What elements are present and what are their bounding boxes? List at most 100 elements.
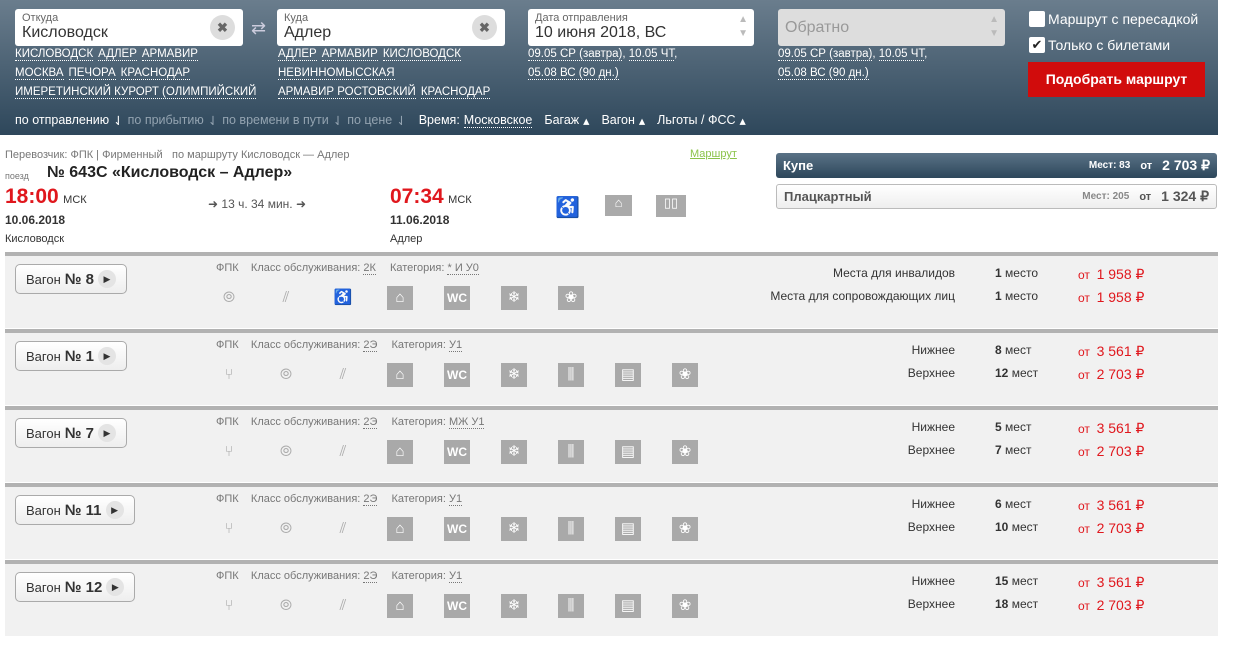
wagon-button[interactable]: Вагон № 7 ▶ bbox=[15, 418, 128, 448]
seat-price[interactable]: от 2 703 ₽ bbox=[1078, 366, 1144, 383]
quick-link[interactable]: НЕВИННОМЫССКАЯ bbox=[278, 67, 395, 80]
seat-row: Верхнее bbox=[655, 366, 955, 382]
service-class[interactable]: 2Э bbox=[363, 416, 378, 429]
from-input[interactable]: Кисловодск bbox=[22, 24, 108, 41]
quick-date[interactable]: 09.05 СР (завтра) bbox=[778, 48, 873, 61]
quick-link[interactable]: АДЛЕР bbox=[278, 48, 317, 61]
route-link[interactable]: Маршрут bbox=[690, 148, 737, 160]
quick-link[interactable]: АРМАВИР bbox=[141, 48, 198, 61]
price-value: 1 958 ₽ bbox=[1096, 289, 1145, 305]
time-zone-select[interactable]: Московское bbox=[463, 113, 533, 128]
wagon-button[interactable]: Вагон № 12 ▶ bbox=[15, 572, 136, 602]
wifi-icon: ⫽ bbox=[339, 597, 347, 614]
quick-link[interactable]: МОСКВА bbox=[15, 67, 64, 80]
from-field[interactable]: Откуда Кисловодск ✖ bbox=[15, 9, 243, 46]
sort-by-departure[interactable]: по отправлению bbox=[15, 113, 110, 127]
class-label: Класс обслуживания: bbox=[250, 339, 361, 351]
seat-price[interactable]: от 1 958 ₽ bbox=[1078, 289, 1144, 306]
sort-by-price[interactable]: по цене bbox=[347, 113, 393, 127]
seat-price[interactable]: от 3 561 ₽ bbox=[1078, 497, 1144, 514]
seat-count: 15 мест bbox=[995, 574, 1038, 588]
price-value: 2 703 ₽ bbox=[1096, 443, 1145, 459]
transfer-label: Маршрут с пересадкой bbox=[1048, 11, 1199, 27]
swap-icon[interactable]: ⇄ bbox=[251, 18, 267, 38]
date-spinner-icon[interactable]: ▲ ▼ bbox=[738, 14, 748, 39]
price-from: от bbox=[1078, 268, 1090, 282]
quick-link[interactable]: АРМАВИР РОСТОВСКИЙ bbox=[278, 86, 416, 99]
service-class[interactable]: 2Э bbox=[363, 339, 378, 352]
category[interactable]: У1 bbox=[448, 570, 463, 583]
price-from: от bbox=[1078, 422, 1090, 436]
sort-by-arrival[interactable]: по прибытию bbox=[127, 113, 204, 127]
wagon-button[interactable]: Вагон № 11 ▶ bbox=[15, 495, 135, 525]
quick-date[interactable]: 05.08 ВС (90 дн.) bbox=[528, 67, 619, 80]
wagon-label: Вагон bbox=[26, 502, 61, 518]
baggage-filter[interactable]: Багаж bbox=[544, 113, 580, 127]
wagon-button[interactable]: Вагон № 8 ▶ bbox=[15, 264, 128, 294]
snowflake-icon: ❄ bbox=[501, 363, 527, 387]
quick-date[interactable]: 05.08 ВС (90 дн.) bbox=[778, 67, 869, 80]
quick-link[interactable]: ПЕЧОРА bbox=[68, 67, 116, 80]
date-field[interactable]: Дата отправления 10 июня 2018, ВС ▲ ▼ bbox=[528, 9, 754, 46]
quick-link[interactable]: КИСЛОВОДСК bbox=[15, 48, 94, 61]
wagon-carrier: ФПК bbox=[216, 339, 239, 351]
category[interactable]: У1 bbox=[448, 339, 463, 352]
seat-count: 7 мест bbox=[995, 443, 1031, 457]
service-class[interactable]: 2Э bbox=[363, 493, 378, 506]
seat-count: 5 мест bbox=[995, 420, 1031, 434]
quick-link[interactable]: АРМАВИР bbox=[321, 48, 378, 61]
checkbox-icon[interactable] bbox=[1029, 11, 1045, 27]
seat-price[interactable]: от 3 561 ₽ bbox=[1078, 343, 1144, 360]
return-input[interactable]: Обратно bbox=[785, 19, 850, 36]
quick-link[interactable]: КРАСНОДАР bbox=[420, 86, 491, 99]
wagon-filter[interactable]: Вагон bbox=[601, 113, 635, 127]
transfer-checkbox[interactable]: Маршрут с пересадкой bbox=[1029, 11, 1198, 27]
class-tab-platskart[interactable]: Плацкартный Мест: 205 от 1 324 ₽ bbox=[776, 184, 1217, 209]
seat-count: 12 мест bbox=[995, 366, 1038, 380]
tickets-only-checkbox[interactable]: ✔ Только с билетами bbox=[1029, 37, 1170, 53]
seat-price[interactable]: от 2 703 ₽ bbox=[1078, 443, 1144, 460]
to-field[interactable]: Куда Адлер ✖ bbox=[277, 9, 505, 46]
service-class[interactable]: 2Э bbox=[363, 570, 378, 583]
seat-price[interactable]: от 2 703 ₽ bbox=[1078, 520, 1144, 537]
train-name: № 643С «Кисловодск – Адлер» bbox=[47, 164, 293, 181]
service-class[interactable]: 2К bbox=[363, 262, 376, 275]
seat-price[interactable]: от 2 703 ₽ bbox=[1078, 597, 1144, 614]
seat-price[interactable]: от 3 561 ₽ bbox=[1078, 420, 1144, 437]
benefits-filter[interactable]: Льготы / ФСС bbox=[657, 113, 736, 127]
quick-date[interactable]: 10.05 ЧТ bbox=[628, 48, 675, 61]
clear-to-icon[interactable]: ✖ bbox=[472, 15, 497, 40]
to-input[interactable]: Адлер bbox=[284, 24, 332, 41]
category[interactable]: * И У0 bbox=[447, 262, 479, 275]
seat-price[interactable]: от 1 958 ₽ bbox=[1078, 266, 1144, 283]
clear-from-icon[interactable]: ✖ bbox=[210, 15, 235, 40]
find-route-button[interactable]: Подобрать маршрут bbox=[1028, 62, 1205, 97]
checkmark-icon[interactable]: ✔ bbox=[1029, 37, 1045, 53]
category[interactable]: У1 bbox=[448, 493, 463, 506]
quick-link[interactable]: КИСЛОВОДСК bbox=[382, 48, 461, 61]
quick-link[interactable]: АДЛЕР bbox=[98, 48, 137, 61]
seat-price[interactable]: от 3 561 ₽ bbox=[1078, 574, 1144, 591]
sort-asc-icon: ⇃ bbox=[113, 114, 124, 128]
category[interactable]: МЖ У1 bbox=[448, 416, 485, 429]
return-spinner-icon[interactable]: ▲ ▼ bbox=[989, 14, 999, 39]
wagon-row: Вагон № 12 ▶ ФПК Класс обслуживания: 2Э Кат… bbox=[5, 560, 1218, 636]
food-icon: ⑂ bbox=[224, 597, 234, 614]
class-tab-kupe[interactable]: Купе Мест: 83 от 2 703 ₽ bbox=[776, 153, 1217, 178]
return-field[interactable]: Обратно ▲ ▼ bbox=[778, 9, 1005, 46]
bag-icon: ⌂ bbox=[387, 363, 413, 387]
quick-date[interactable]: 09.05 СР (завтра) bbox=[528, 48, 623, 61]
to-label: Куда bbox=[284, 12, 309, 24]
date-input[interactable]: 10 июня 2018, ВС bbox=[535, 24, 667, 41]
seat-count-number: 18 bbox=[995, 597, 1009, 611]
quick-date[interactable]: 10.05 ЧТ bbox=[878, 48, 925, 61]
class-price: 2 703 ₽ bbox=[1162, 157, 1210, 173]
quick-link[interactable]: КРАСНОДАР bbox=[120, 67, 191, 80]
quick-link[interactable]: ИМЕРЕТИНСКИЙ КУРОРТ (ОЛИМПИЙСКИЙ bbox=[15, 86, 257, 99]
class-price: 1 324 ₽ bbox=[1161, 188, 1209, 204]
category-label: Категория: bbox=[391, 570, 446, 582]
wagon-row: Вагон № 7 ▶ ФПК Класс обслуживания: 2Э Кате… bbox=[5, 406, 1218, 482]
food-icon: ⑂ bbox=[224, 443, 234, 460]
wagon-button[interactable]: Вагон № 1 ▶ bbox=[15, 341, 128, 371]
sort-by-duration[interactable]: по времени в пути bbox=[222, 113, 329, 127]
